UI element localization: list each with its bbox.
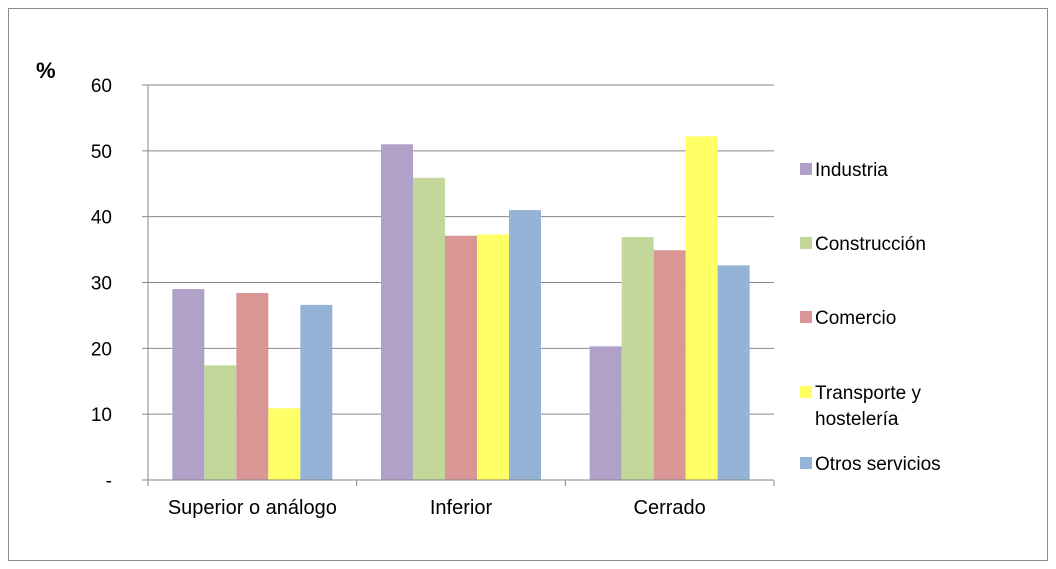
axes bbox=[142, 84, 775, 486]
legend-swatch bbox=[800, 386, 812, 398]
bar bbox=[413, 177, 445, 480]
legend-label: Otros servicios bbox=[815, 454, 941, 475]
bars bbox=[172, 136, 750, 481]
bar bbox=[653, 250, 686, 480]
y-tick-label: 10 bbox=[91, 405, 112, 426]
bar bbox=[236, 293, 269, 480]
legend-swatch bbox=[800, 237, 812, 249]
legend-label: hostelería bbox=[815, 409, 899, 430]
legend: Industria Construcción Comercio Transporte … bbox=[800, 160, 941, 475]
legend-swatch bbox=[800, 163, 812, 175]
bar bbox=[509, 210, 541, 481]
y-tick-label: 20 bbox=[91, 339, 112, 360]
y-tick-labels: - 10 20 30 40 50 60 bbox=[91, 76, 112, 492]
legend-item: Construcción bbox=[800, 234, 926, 255]
bar bbox=[172, 289, 205, 480]
bar bbox=[268, 408, 301, 480]
y-tick-label: 40 bbox=[91, 208, 112, 229]
x-category-label: Superior o análogo bbox=[168, 497, 337, 519]
legend-label: Comercio bbox=[815, 308, 896, 329]
legend-swatch bbox=[800, 457, 812, 469]
legend-item: Industria bbox=[800, 160, 888, 181]
bar bbox=[381, 144, 413, 480]
y-tick-label: 60 bbox=[91, 76, 112, 97]
legend-label: Industria bbox=[815, 160, 888, 181]
legend-swatch bbox=[800, 311, 812, 323]
bar bbox=[300, 304, 333, 480]
legend-item: Transporte y hostelería bbox=[800, 383, 921, 430]
bar bbox=[204, 365, 237, 480]
y-unit-label: % bbox=[36, 58, 56, 83]
bar bbox=[621, 237, 654, 480]
bar bbox=[445, 235, 477, 480]
bar bbox=[477, 234, 509, 480]
x-category-label: Inferior bbox=[430, 497, 493, 519]
x-category-label: Cerrado bbox=[634, 497, 706, 519]
bar bbox=[685, 136, 718, 480]
legend-label: Transporte y bbox=[815, 383, 921, 404]
legend-item: Comercio bbox=[800, 308, 896, 329]
y-tick-label: - bbox=[106, 471, 112, 492]
bar bbox=[589, 346, 622, 480]
y-tick-label: 30 bbox=[91, 274, 112, 295]
y-tick-label: 50 bbox=[91, 142, 112, 163]
x-tick-labels: Superior o análogo Inferior Cerrado bbox=[168, 497, 706, 519]
legend-label: Construcción bbox=[815, 234, 926, 255]
legend-item: Otros servicios bbox=[800, 454, 941, 475]
bar bbox=[717, 265, 750, 480]
